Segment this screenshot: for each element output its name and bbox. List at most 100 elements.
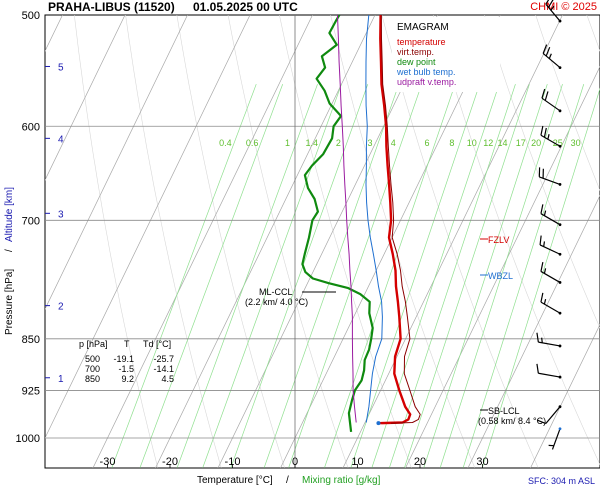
mixing-ratio-line [230, 84, 369, 468]
wind-barb [539, 235, 562, 256]
x-axis-title-sep: / [286, 475, 289, 486]
series-dew-point [301, 15, 374, 433]
barb-base [558, 252, 562, 256]
mixing-ratio-label: 25 [553, 138, 563, 148]
barb-feather [539, 235, 542, 246]
table-cell: 850 [85, 374, 100, 384]
ml-lcl-value: (2.2 km/ 4.0 °C) [245, 297, 308, 307]
barb-staff [545, 406, 561, 424]
legend-box [392, 17, 500, 92]
barb-feather [540, 204, 544, 214]
mixing-ratio-line [423, 84, 548, 468]
wind-barbs [536, 0, 562, 450]
barb-base [558, 311, 562, 315]
barb-feather [540, 125, 544, 136]
sfc-label: SFC: 304 m ASL [528, 476, 595, 486]
table-cell: -14.1 [153, 364, 174, 374]
mixing-ratio-label: 0.4 [219, 138, 232, 148]
wind-barb [545, 0, 562, 23]
table-header-td: Td [°C] [143, 339, 171, 349]
temp-tick-label: 0 [292, 456, 298, 468]
mixing-ratio-label: 1 [285, 138, 290, 148]
y-axis-title-sep: / [4, 249, 15, 252]
dry-adiabat [125, 15, 222, 468]
barb-feather [545, 0, 550, 5]
wind-barb [538, 167, 562, 186]
barb-feather [541, 88, 546, 99]
isotherm [530, 323, 600, 468]
mixing-ratio-line [202, 84, 342, 468]
isotherm [342, 15, 563, 468]
series-temperature [378, 15, 412, 425]
ml-lcl-label: ML-CCL [259, 287, 293, 297]
dry-adiabat [74, 15, 159, 468]
mixing-ratio-line [111, 84, 257, 468]
series-virt-temp- [380, 15, 421, 424]
barb-base [558, 19, 562, 23]
series-wet-bulb-temp- [365, 15, 383, 423]
altitude-tick-label: 4 [58, 134, 64, 145]
barb-base [558, 183, 562, 186]
table-cell: -25.7 [153, 354, 174, 364]
isotherm [405, 65, 600, 468]
isotherm [45, 15, 251, 439]
table-cell: -1.5 [118, 364, 134, 374]
wbzl-label: WBZL [488, 271, 513, 281]
dry-adiabat [432, 15, 600, 466]
barb-half-feather [543, 241, 546, 247]
dry-adiabat [535, 15, 600, 192]
legend-title: EMAGRAM [397, 22, 449, 33]
data-table: p [hPa] T Td [°C] 500 -19.1 -25.7 700 -1… [79, 339, 174, 384]
pressure-tick-label: 600 [22, 121, 40, 133]
isotherm [155, 15, 376, 468]
mixing-ratio-label: 1.4 [306, 138, 319, 148]
mixing-ratio-label: 20 [531, 138, 541, 148]
barb-feather [540, 292, 544, 303]
sb-lcl-label: SB-LCL [488, 406, 520, 416]
mixing-ratio-labels: 0.4 0.6 1 1.4 2 3 4 6 8 10 12 14 17 20 25 30 [219, 138, 580, 148]
wind-barb [540, 292, 562, 315]
legend: EMAGRAM temperature virt.temp. dew point… [392, 17, 500, 92]
barb-feather [540, 262, 544, 272]
mixing-ratio-line [404, 84, 530, 468]
dry-adiabat [484, 15, 600, 329]
barb-feather [545, 46, 551, 57]
pressure-tick-label: 500 [22, 10, 40, 22]
wind-barb [536, 405, 562, 425]
series-layer [301, 15, 421, 433]
barb-half-feather [541, 337, 543, 343]
barb-feather [536, 332, 539, 343]
dry-adiabat [176, 15, 285, 468]
mixing-ratio-label: 4 [391, 138, 396, 148]
isotherm [467, 194, 600, 468]
mixing-ratio-label: 0.6 [246, 138, 259, 148]
barb-feather [547, 0, 554, 8]
mixing-ratio-line [350, 84, 480, 468]
mixing-ratio-label: 3 [367, 138, 372, 148]
barb-base [558, 109, 562, 113]
barb-base [558, 427, 562, 431]
barb-half-feather [543, 298, 547, 305]
dry-adiabat [279, 15, 412, 468]
altitude-tick-label: 3 [58, 209, 64, 220]
table-header-p: p [hPa] [79, 339, 108, 349]
isotherm [45, 15, 188, 310]
temp-tick-label: 30 [476, 456, 488, 468]
temp-tick-label: 10 [351, 456, 363, 468]
mixing-ratio-label: 17 [516, 138, 526, 148]
pressure-tick-label: 700 [22, 215, 40, 227]
barb-base [558, 66, 562, 69]
x-axis-title-temp: Temperature [°C] [197, 475, 273, 486]
barb-feather [536, 363, 539, 374]
temp-tick-label: -30 [100, 456, 116, 468]
wind-barb [548, 427, 562, 450]
mixing-ratio-line [263, 84, 400, 468]
pressure-tick-label: 1000 [16, 433, 40, 445]
isotherm [45, 15, 126, 181]
wind-barb [540, 204, 562, 227]
altitude-tick-label: 2 [58, 302, 64, 313]
altitude-tick-label: 5 [58, 62, 64, 73]
series-udpraft-v-temp- [337, 15, 357, 423]
plot-frame [44, 14, 600, 469]
barb-feather [542, 44, 548, 54]
